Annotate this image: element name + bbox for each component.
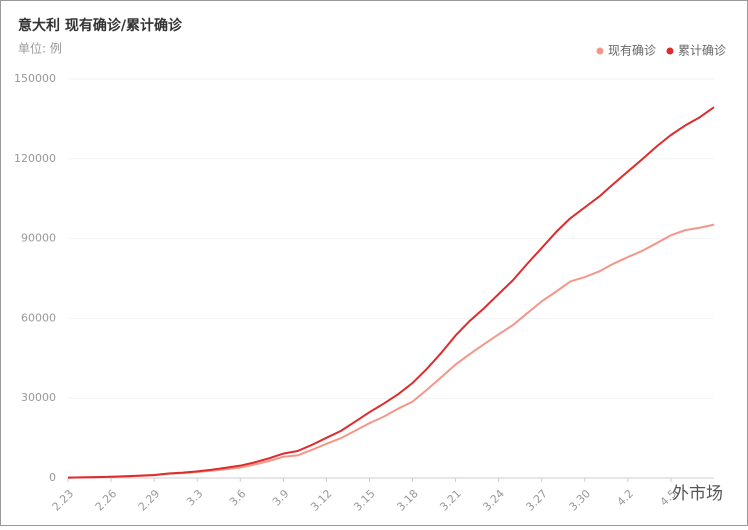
watermark: 外市场 [672, 484, 723, 504]
legend-marker [666, 47, 674, 55]
y-tick-label: 0 [49, 471, 56, 484]
legend-label: 现有确诊 [608, 44, 656, 58]
legend-label: 累计确诊 [678, 44, 726, 58]
chart-subtitle: 单位: 例 [18, 41, 62, 56]
legend-marker [596, 47, 604, 55]
y-tick-label: 30000 [21, 391, 56, 404]
y-tick-label: 120000 [14, 152, 56, 165]
chart-title: 意大利 现有确诊/累计确诊 [18, 17, 183, 34]
series-line [67, 106, 715, 479]
y-tick-label: 90000 [21, 232, 56, 245]
y-tick-label: 150000 [14, 72, 56, 85]
y-tick-label: 60000 [21, 311, 56, 324]
